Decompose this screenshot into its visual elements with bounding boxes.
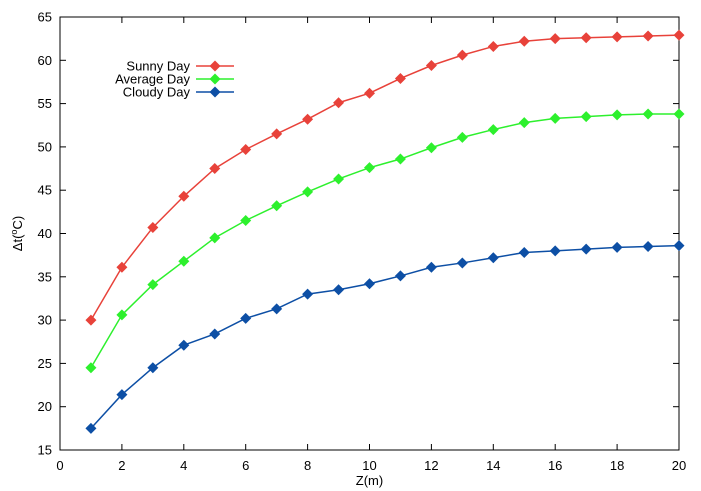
x-tick-label: 0 bbox=[56, 458, 63, 473]
data-point-average-day bbox=[302, 186, 314, 198]
data-point-cloudy-day bbox=[487, 252, 499, 264]
data-point-cloudy-day bbox=[394, 270, 406, 282]
x-tick-label: 20 bbox=[672, 458, 686, 473]
x-tick-label: 10 bbox=[362, 458, 376, 473]
y-tick-label: 60 bbox=[38, 53, 52, 68]
data-point-cloudy-day bbox=[673, 240, 685, 252]
legend-marker-sunny-day bbox=[209, 60, 221, 72]
series-markers bbox=[85, 29, 685, 434]
data-point-average-day bbox=[580, 111, 592, 123]
legend-label-cloudy-day: Cloudy Day bbox=[123, 85, 191, 100]
data-point-average-day bbox=[85, 362, 97, 374]
data-point-sunny-day bbox=[518, 35, 530, 47]
data-point-average-day bbox=[611, 109, 623, 121]
y-axis-label-superscript: o bbox=[9, 230, 19, 235]
x-tick-label: 8 bbox=[304, 458, 311, 473]
data-point-sunny-day bbox=[178, 190, 190, 202]
data-point-cloudy-day bbox=[549, 245, 561, 257]
y-tick-label: 35 bbox=[38, 269, 52, 284]
data-point-cloudy-day bbox=[116, 389, 128, 401]
data-point-cloudy-day bbox=[271, 303, 283, 315]
data-point-average-day bbox=[394, 153, 406, 165]
data-point-average-day bbox=[456, 131, 468, 143]
y-tick-label: 25 bbox=[38, 356, 52, 371]
data-point-sunny-day bbox=[364, 87, 375, 99]
y-tick-label: 20 bbox=[38, 399, 52, 414]
data-point-sunny-day bbox=[642, 30, 654, 42]
data-point-cloudy-day bbox=[178, 339, 190, 351]
data-point-sunny-day bbox=[302, 113, 314, 125]
axis-ticks bbox=[59, 16, 680, 451]
x-tick-label: 12 bbox=[424, 458, 438, 473]
data-point-average-day bbox=[518, 117, 530, 129]
data-point-cloudy-day bbox=[456, 257, 468, 269]
data-point-sunny-day bbox=[549, 33, 561, 45]
data-point-sunny-day bbox=[673, 29, 685, 41]
y-tick-label: 40 bbox=[38, 226, 52, 241]
data-point-average-day bbox=[549, 112, 561, 124]
data-point-sunny-day bbox=[611, 31, 623, 43]
x-tick-label: 16 bbox=[548, 458, 562, 473]
x-tick-label: 6 bbox=[242, 458, 249, 473]
data-point-sunny-day bbox=[85, 314, 97, 326]
data-point-average-day bbox=[209, 232, 221, 244]
x-tick-label: 2 bbox=[118, 458, 125, 473]
data-point-average-day bbox=[673, 108, 685, 120]
data-point-sunny-day bbox=[425, 59, 437, 71]
data-point-sunny-day bbox=[580, 32, 592, 44]
y-tick-label: 15 bbox=[38, 443, 52, 458]
data-point-sunny-day bbox=[240, 143, 252, 155]
data-point-cloudy-day bbox=[425, 261, 437, 273]
data-point-sunny-day bbox=[394, 72, 406, 84]
data-point-average-day bbox=[178, 255, 190, 267]
data-point-average-day bbox=[642, 108, 654, 120]
data-point-average-day bbox=[116, 309, 128, 321]
data-point-sunny-day bbox=[487, 40, 499, 52]
data-point-sunny-day bbox=[456, 49, 468, 61]
y-axis-label-base: Δt( bbox=[10, 234, 25, 251]
legend-marker-cloudy-day bbox=[209, 86, 221, 98]
axis-tick-labels: 0 2 4 6 8 10 12 14 16 18 20 15 20 25 30 35 40 45 50 55 60 65 bbox=[38, 10, 687, 474]
data-point-sunny-day bbox=[271, 128, 283, 140]
y-tick-label: 50 bbox=[38, 139, 52, 154]
data-point-sunny-day bbox=[333, 97, 345, 109]
x-tick-label: 14 bbox=[486, 458, 500, 473]
data-point-sunny-day bbox=[116, 261, 128, 273]
data-point-sunny-day bbox=[147, 221, 159, 233]
legend-label-average-day: Average Day bbox=[115, 72, 190, 87]
y-tick-label: 55 bbox=[38, 96, 52, 111]
data-point-sunny-day bbox=[209, 163, 221, 175]
x-tick-label: 18 bbox=[610, 458, 624, 473]
data-point-cloudy-day bbox=[209, 328, 221, 340]
y-axis-label-unit: C) bbox=[10, 216, 25, 230]
data-point-cloudy-day bbox=[240, 312, 252, 324]
y-tick-label: 65 bbox=[38, 10, 52, 25]
data-point-cloudy-day bbox=[85, 422, 97, 434]
data-point-average-day bbox=[487, 124, 499, 136]
x-tick-label: 4 bbox=[180, 458, 187, 473]
data-point-average-day bbox=[147, 279, 159, 291]
data-point-cloudy-day bbox=[333, 284, 345, 296]
data-point-cloudy-day bbox=[147, 362, 159, 374]
data-point-average-day bbox=[425, 142, 437, 154]
data-point-average-day bbox=[333, 173, 345, 185]
y-tick-label: 45 bbox=[38, 183, 52, 198]
data-point-cloudy-day bbox=[302, 288, 314, 300]
data-point-average-day bbox=[271, 200, 283, 212]
legend-marker-average-day bbox=[209, 73, 221, 85]
y-axis-label: Δt(oC) bbox=[9, 216, 25, 251]
data-point-cloudy-day bbox=[580, 243, 592, 255]
data-point-average-day bbox=[364, 162, 375, 174]
data-point-cloudy-day bbox=[364, 278, 375, 290]
legend-label-sunny-day: Sunny Day bbox=[126, 59, 190, 74]
data-point-cloudy-day bbox=[642, 240, 654, 252]
data-point-cloudy-day bbox=[611, 241, 623, 253]
y-tick-label: 30 bbox=[38, 313, 52, 328]
data-point-cloudy-day bbox=[518, 247, 530, 259]
data-point-average-day bbox=[240, 215, 252, 227]
x-axis-label: Z(m) bbox=[356, 473, 383, 488]
